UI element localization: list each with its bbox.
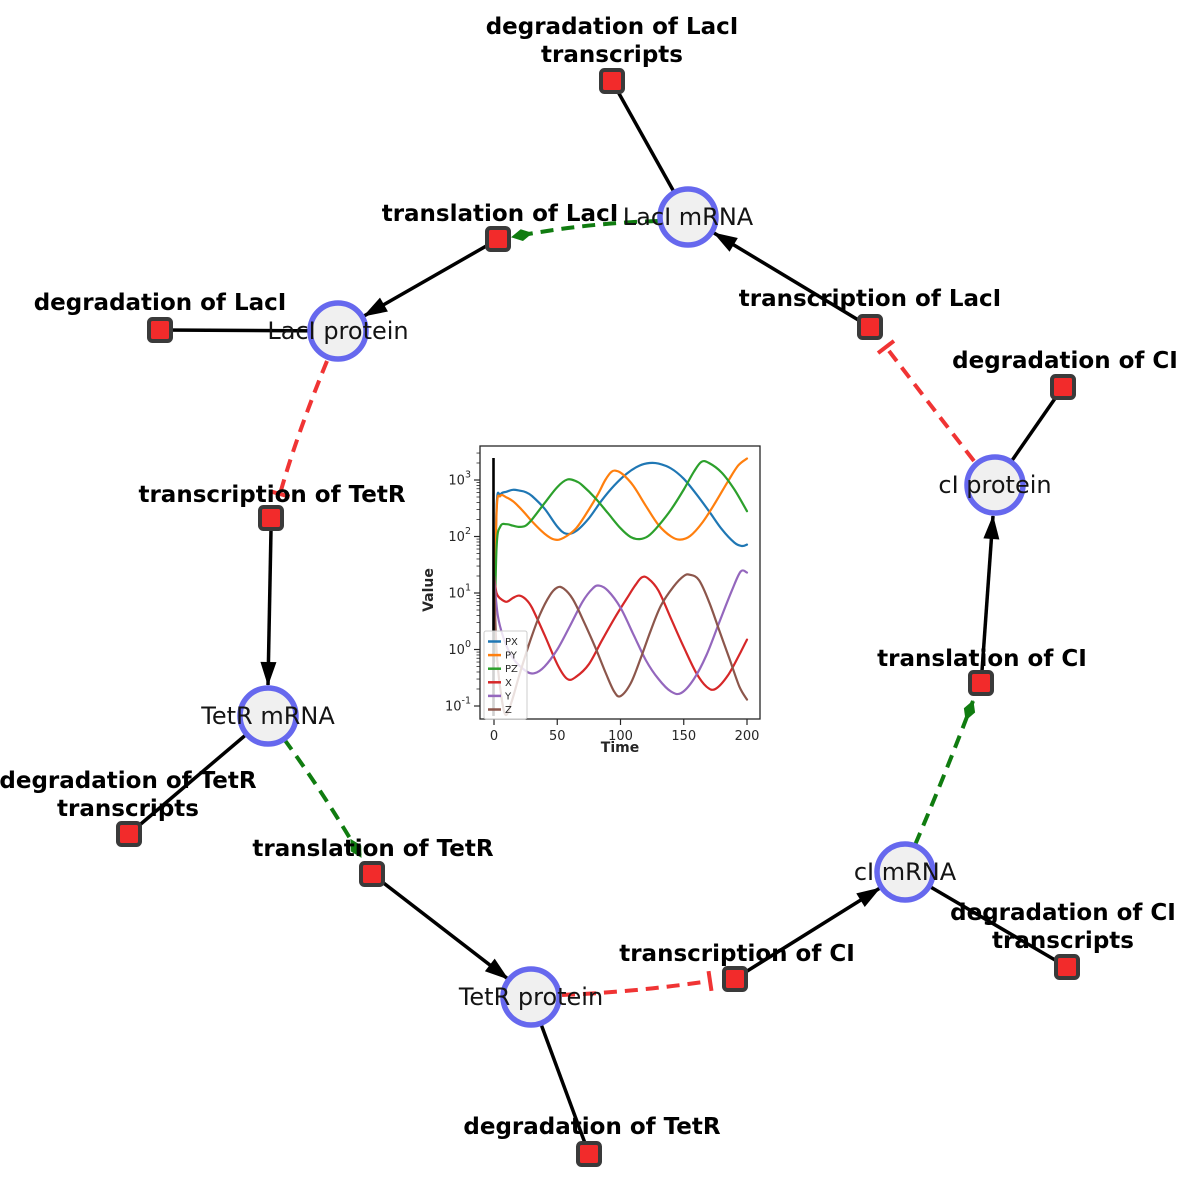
reaction-node-translation-laci[interactable] — [485, 226, 511, 252]
x-tick-label: 150 — [671, 729, 696, 744]
label-transcription-laci: transcription of LacI — [739, 286, 1002, 312]
edge-ci-mrna-modifies-translation-ci — [913, 700, 976, 846]
legend-label-PX: PX — [505, 637, 518, 648]
edge-laci-protein-inhibits-transcription-tetr — [269, 360, 329, 499]
label-tetr-protein: TetR protein — [458, 983, 603, 1011]
chart-ticks: 0 50 100 150 200 10-1 100 101 102 103 — [445, 452, 760, 744]
legend-label-PY: PY — [505, 651, 518, 662]
species-node-laci-protein[interactable] — [307, 300, 369, 362]
label-deg-laci-transcripts-line2: transcripts — [541, 42, 683, 68]
x-tick-label: 100 — [608, 729, 633, 744]
series-PZ-line — [492, 459, 749, 664]
label-deg-ci-transcripts-line2: transcripts — [992, 928, 1134, 954]
label-tetr-mrna: TetR mRNA — [200, 702, 335, 730]
species-node-tetr-protein[interactable] — [500, 966, 562, 1028]
edge-transcription-ci-to-ci-mrna — [743, 886, 881, 975]
edge-laci-mrna-modifies-translation-laci — [511, 219, 659, 242]
edge-tetr-protein-inhibits-transcription-ci — [561, 970, 714, 997]
label-laci-protein: LacI protein — [267, 317, 408, 345]
chart-legend: PX PY PZ XYZ — [483, 630, 528, 720]
legend-label-X: X — [505, 678, 512, 689]
legend-label-PZ: PZ — [505, 664, 518, 675]
label-deg-tetr-transcripts-line2: transcripts — [57, 796, 199, 822]
label-deg-laci: degradation of LacI — [34, 290, 287, 316]
edge-translation-tetr-to-tetr-protein — [379, 879, 510, 981]
label-deg-laci-transcripts-line1: degradation of LacI — [486, 14, 739, 40]
y-tick-label: 100 — [448, 639, 471, 658]
label-layer: degradation of LacI transcripts translat… — [0, 14, 1178, 1140]
species-node-layer — [237, 186, 1026, 1028]
reaction-node-deg-tetr[interactable] — [576, 1141, 602, 1167]
legend-label-Z: Z — [505, 705, 512, 716]
x-tick-label: 50 — [549, 729, 566, 744]
chart-ylabel: Value — [421, 568, 437, 612]
label-translation-tetr: translation of TetR — [252, 836, 493, 862]
reaction-node-deg-ci-transcripts[interactable] — [1054, 954, 1080, 980]
edge-translation-ci-to-ci-protein — [980, 515, 1000, 672]
edge-transcription-laci-to-laci-mrna — [713, 231, 861, 323]
label-deg-ci-transcripts-line1: degradation of CI — [950, 900, 1176, 926]
species-node-laci-mrna[interactable] — [657, 186, 719, 248]
label-laci-mrna: LacI mRNA — [623, 203, 754, 231]
species-node-tetr-mrna[interactable] — [237, 685, 299, 747]
reaction-node-layer — [116, 68, 1080, 1167]
label-ci-protein: cI protein — [938, 471, 1051, 499]
label-translation-laci: translation of LacI — [382, 201, 619, 227]
reaction-node-deg-laci-transcripts[interactable] — [599, 68, 625, 94]
edge-translation-laci-to-laci-protein — [363, 243, 489, 318]
y-tick-label: 101 — [448, 583, 471, 602]
label-translation-ci: translation of CI — [877, 646, 1087, 672]
y-tick-label: 103 — [448, 470, 471, 489]
edge-tetr-mrna-modifies-translation-tetr — [282, 737, 363, 859]
chart-xlabel: Time — [601, 740, 639, 756]
label-deg-tetr: degradation of TetR — [463, 1114, 720, 1140]
label-transcription-ci: transcription of CI — [619, 941, 855, 967]
reaction-node-transcription-laci[interactable] — [857, 314, 883, 340]
label-deg-tetr-transcripts-line1: degradation of TetR — [0, 768, 257, 794]
reaction-node-deg-laci[interactable] — [147, 317, 173, 343]
y-tick-label: 10-1 — [445, 696, 471, 715]
x-tick-label: 0 — [490, 729, 498, 744]
label-transcription-tetr: transcription of TetR — [138, 482, 405, 508]
edge-layer — [127, 80, 1068, 1155]
series-PY-line — [492, 457, 749, 664]
reaction-node-deg-ci[interactable] — [1050, 374, 1076, 400]
reaction-node-transcription-tetr[interactable] — [258, 505, 284, 531]
species-node-ci-mrna[interactable] — [874, 841, 936, 903]
species-node-ci-protein[interactable] — [964, 454, 1026, 516]
edge-ci-protein-inhibits-transcription-laci — [876, 339, 976, 463]
edge-transcription-tetr-to-tetr-mrna — [260, 529, 277, 686]
x-tick-label: 200 — [735, 729, 760, 744]
series-X-line — [492, 574, 749, 691]
reaction-node-deg-tetr-transcripts[interactable] — [116, 821, 142, 847]
reaction-node-translation-ci[interactable] — [968, 670, 994, 696]
reaction-node-transcription-ci[interactable] — [722, 966, 748, 992]
label-deg-ci: degradation of CI — [952, 348, 1178, 374]
y-tick-label: 102 — [448, 526, 471, 545]
label-ci-mrna: cI mRNA — [854, 858, 957, 886]
legend-label-Y: Y — [504, 691, 512, 702]
edge-ci-mrna-to-deg-ci-transcripts — [904, 870, 1068, 969]
reaction-node-translation-tetr[interactable] — [359, 861, 385, 887]
